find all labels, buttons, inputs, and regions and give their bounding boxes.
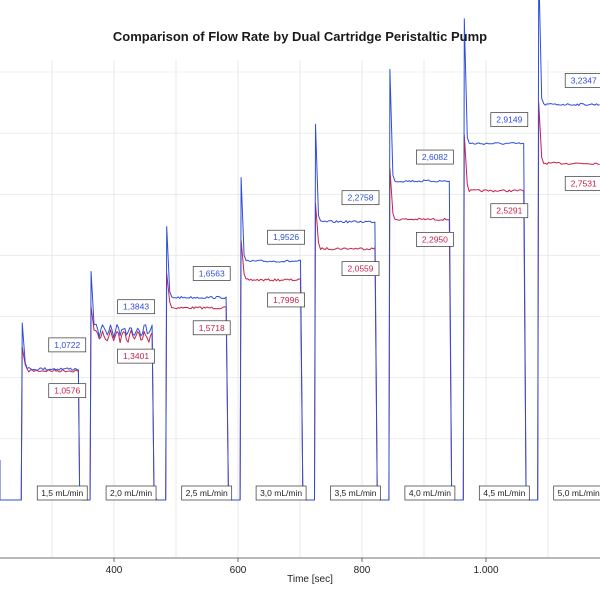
red-value-label: 1,7996 <box>273 295 299 305</box>
red-value-label-box <box>48 383 87 399</box>
blue-value-label-box <box>48 337 87 353</box>
red-value-label-box <box>192 320 231 336</box>
blue-value-label-box <box>416 149 454 165</box>
value-labels: 1,0722 1,3843 1,6563 1,9526 2,2758 2,6082 2,91… <box>36 73 600 501</box>
red-value-label-box <box>267 292 305 308</box>
flow-rate-annotation-box <box>255 485 307 501</box>
blue-value-label: 1,6563 <box>199 268 225 278</box>
blue-value-label: 2,2758 <box>348 193 374 203</box>
red-value-label-box <box>416 232 454 247</box>
red-value-label-box <box>490 203 529 219</box>
blue-value-label: 1,9526 <box>273 232 299 242</box>
blue-value-label-box <box>117 299 155 315</box>
blue-value-label: 1,3843 <box>123 302 149 312</box>
flow-rate-annotation-box <box>330 485 381 501</box>
x-tick-label: 400 <box>106 565 123 576</box>
red-value-label: 2,5291 <box>496 206 522 216</box>
blue-value-label: 1,0722 <box>54 340 80 350</box>
flow-rate-annotation: 3,0 mL/min <box>260 488 302 498</box>
flow-rate-annotation: 3,5 mL/min <box>334 488 376 498</box>
x-tick-label: 800 <box>354 565 371 576</box>
red-value-label-box <box>341 261 380 276</box>
blue-value-label-box <box>192 266 231 281</box>
red-value-label: 1,3401 <box>123 351 149 361</box>
red-value-label: 1,5718 <box>199 323 225 333</box>
grid-lines <box>0 60 600 558</box>
red-value-label: 1,0576 <box>54 386 80 396</box>
blue-value-label-box <box>341 190 380 206</box>
flow-rate-annotation-box <box>105 485 157 501</box>
chart-title: Comparison of Flow Rate by Dual Cartridg… <box>112 29 488 44</box>
blue-value-label: 3,2347 <box>571 75 597 85</box>
red-value-label: 2,0559 <box>348 264 374 274</box>
red-value-label-box <box>564 175 600 191</box>
flow-rate-annotation: 2,5 mL/min <box>186 488 228 498</box>
blue-value-label: 2,6082 <box>422 152 448 162</box>
blue-value-label-box <box>490 112 529 127</box>
red-value-label-box <box>117 348 155 364</box>
blue-value-label-box <box>267 229 305 245</box>
x-axis-label: Time [sec] <box>287 574 333 585</box>
x-tick-label: 600 <box>230 565 247 576</box>
flow-rate-annotation: 1,5 mL/min <box>41 488 83 498</box>
blue-value-label: 2,9149 <box>496 115 522 125</box>
flow-rate-annotation: 2,0 mL/min <box>110 488 152 498</box>
flow-rate-annotation-box <box>404 485 456 501</box>
x-tick-label: 1.000 <box>473 565 498 576</box>
flow-rate-annotation-box <box>36 485 88 501</box>
flow-rate-annotation: 4,5 mL/min <box>483 488 525 498</box>
blue-value-label-box <box>564 73 600 88</box>
flow-rate-annotation: 5,0 mL/min <box>558 488 600 498</box>
flow-rate-annotation-box <box>478 485 530 501</box>
x-axis: 400 600 800 1.000 <box>0 557 600 576</box>
red-value-label: 2,7531 <box>571 178 597 188</box>
flow-rate-annotation-box <box>181 485 233 501</box>
flow-rate-annotation: 4,0 mL/min <box>409 488 451 498</box>
red-value-label: 2,2950 <box>422 234 448 244</box>
flow-rate-annotation-box <box>553 485 600 501</box>
